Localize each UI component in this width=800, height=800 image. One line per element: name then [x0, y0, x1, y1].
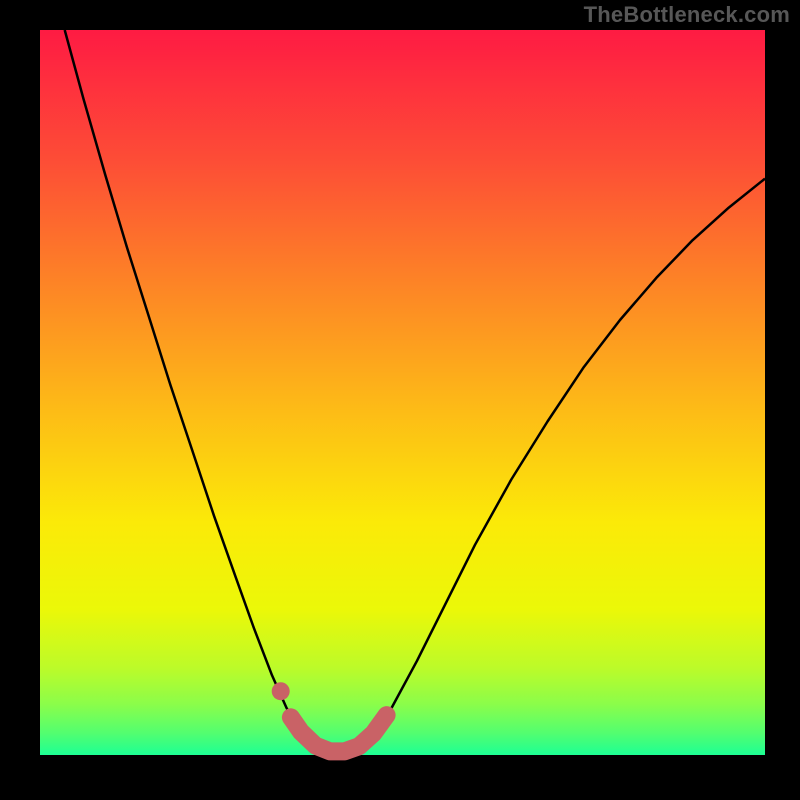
watermark-text: TheBottleneck.com — [584, 2, 790, 28]
plot-background — [40, 30, 765, 755]
highlight-dot-icon — [272, 682, 290, 700]
chart-svg — [0, 0, 800, 800]
chart-stage: TheBottleneck.com — [0, 0, 800, 800]
